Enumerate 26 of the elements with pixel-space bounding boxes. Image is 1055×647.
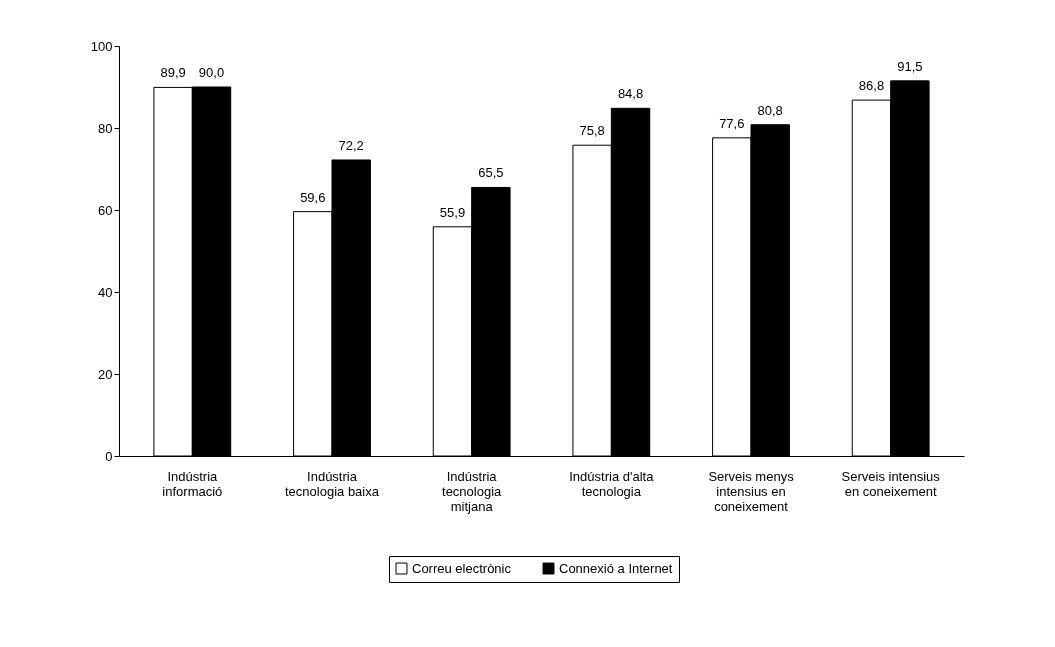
data-label: 86,8 [858,78,885,94]
x-tick-label: Serveis intensius en coneixement [841,468,941,499]
data-label: 75,8 [579,123,605,139]
data-label: 72,2 [338,137,364,153]
data-label: 59,6 [300,189,326,205]
data-label: 55,9 [439,204,466,220]
x-tick-label: Serveis menys intensius en coneixement [708,468,795,514]
x-tick-label: Indústria informació [162,468,223,499]
legend-label: Correu electrònic [412,560,512,576]
data-label: 65,5 [478,165,504,181]
data-label: 84,8 [617,86,644,102]
y-tick-label: 20 [98,366,113,382]
data-label: 90,0 [198,65,225,80]
y-tick-label: 80 [98,120,113,136]
data-label: 91,5 [897,58,923,74]
x-tick-label: Indústria tecnologia baixa [285,468,380,499]
x-tick-label: Indústria d'alta tecnologia [569,468,655,499]
x-tick-label: Indústria tecnologia mitjana [442,468,503,514]
y-tick-label: 100 [90,38,113,54]
data-label: 80,8 [757,102,783,118]
y-tick-label: 60 [98,202,113,218]
data-label: 89,9 [160,65,186,81]
legend-label: Connexió a Internet [559,560,673,576]
data-label: 77,6 [719,115,745,131]
y-tick-label: 0 [105,448,113,464]
y-tick-label: 40 [98,284,113,300]
